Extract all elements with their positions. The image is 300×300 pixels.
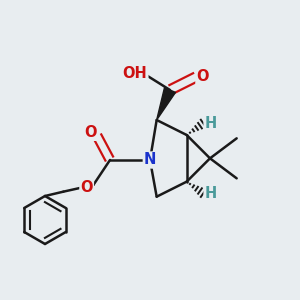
Text: OH: OH (123, 66, 147, 81)
Text: O: O (84, 125, 96, 140)
Text: H: H (205, 186, 217, 201)
Polygon shape (157, 88, 175, 120)
Text: O: O (196, 69, 209, 84)
Text: N: N (144, 152, 156, 167)
Text: H: H (205, 116, 217, 131)
Text: O: O (80, 180, 93, 195)
